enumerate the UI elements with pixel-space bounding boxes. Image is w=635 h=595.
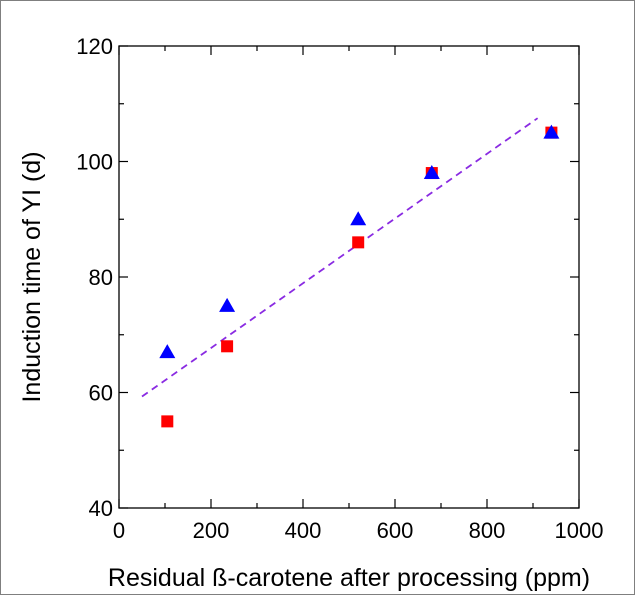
x-tick-label: 0 bbox=[113, 518, 125, 543]
trendline-path bbox=[141, 117, 539, 398]
data-markers bbox=[159, 124, 560, 428]
y-tick-label: 80 bbox=[89, 265, 113, 290]
triangle-point bbox=[219, 297, 236, 312]
y-axis-label: Induction time of YI (d) bbox=[18, 151, 46, 402]
y-tick-label: 120 bbox=[76, 34, 113, 59]
square-point bbox=[221, 340, 234, 353]
x-tick-label: 1000 bbox=[555, 518, 604, 543]
x-tick-label: 400 bbox=[285, 518, 322, 543]
y-tick-label: 40 bbox=[89, 496, 113, 521]
triangle-point bbox=[350, 211, 367, 226]
triangle-point bbox=[543, 124, 560, 139]
triangle-point bbox=[423, 165, 440, 180]
x-tick-label: 800 bbox=[469, 518, 506, 543]
x-tick-labels: 0 200 400 600 800 1000 bbox=[113, 518, 604, 543]
x-tick-label: 600 bbox=[377, 518, 414, 543]
triangle-point bbox=[159, 344, 176, 359]
x-axis-label: Residual ß-carotene after processing (pp… bbox=[108, 564, 590, 592]
x-tick-label: 200 bbox=[193, 518, 230, 543]
y-tick-label: 60 bbox=[89, 381, 113, 406]
axis-ticks bbox=[118, 45, 580, 509]
plot-area bbox=[118, 45, 580, 509]
trendline bbox=[141, 117, 539, 398]
y-tick-label: 100 bbox=[76, 150, 113, 175]
square-point bbox=[352, 236, 365, 249]
square-point bbox=[161, 415, 174, 428]
y-tick-labels: 40 60 80 100 120 bbox=[76, 34, 113, 521]
